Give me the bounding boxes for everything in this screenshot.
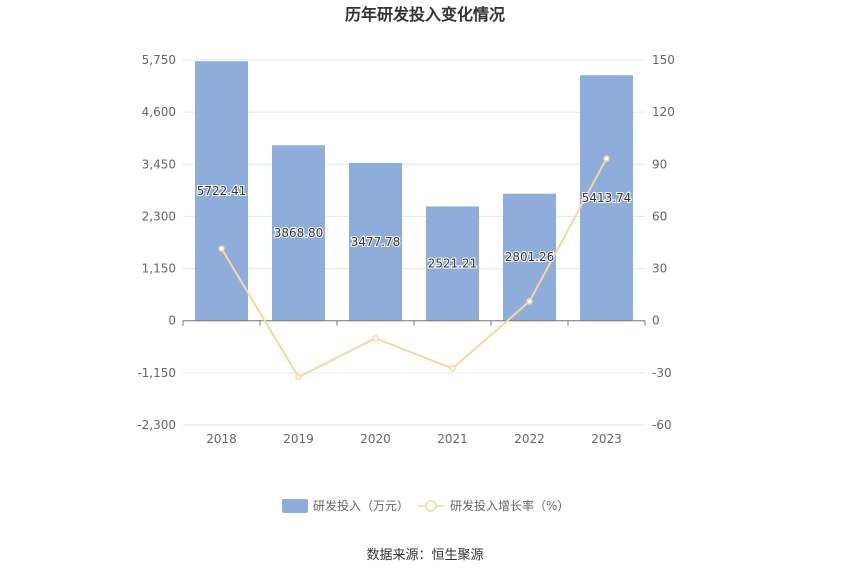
line-point[interactable] <box>526 298 533 305</box>
y-right-tick-label: 60 <box>652 209 667 223</box>
y-right-tick-label: 90 <box>652 157 667 171</box>
growth-line <box>220 158 608 379</box>
y-axis-left: 5,750 4,600 3,450 2,300 1,150 0 -1,150 -2,300 <box>137 53 176 432</box>
bar-value-label: 5413.74 <box>582 191 632 205</box>
bar-value-label: 3477.78 <box>351 235 401 249</box>
y-left-tick-label: -1,150 <box>137 366 176 380</box>
bar-value-label: 5722.41 <box>197 184 247 198</box>
y-right-tick-label: 0 <box>652 314 660 328</box>
bar[interactable] <box>349 163 402 321</box>
line-point[interactable] <box>449 365 456 372</box>
y-left-tick-label: 4,600 <box>142 105 176 119</box>
y-left-tick-label: 1,150 <box>142 262 176 276</box>
chart-title: 历年研发投入变化情况 <box>345 5 505 24</box>
y-right-tick-label: 150 <box>652 53 675 67</box>
legend-swatch-bar <box>282 499 308 513</box>
bar-value-label: 2801.26 <box>505 250 555 264</box>
y-axis-right: 150 120 90 60 30 0 -30 -60 <box>652 53 675 432</box>
bar[interactable] <box>426 206 479 321</box>
line-point[interactable] <box>218 245 225 252</box>
gridlines <box>183 59 645 426</box>
x-tick-label: 2022 <box>514 432 545 446</box>
data-labels: 5722.41 3868.80 3477.78 2521.21 2801.26 5413.… <box>196 183 633 272</box>
legend-swatch-marker <box>425 500 437 512</box>
bar[interactable] <box>272 145 325 321</box>
y-right-tick-label: -30 <box>652 366 672 380</box>
y-left-tick-label: 3,450 <box>142 157 176 171</box>
y-right-tick-label: 30 <box>652 262 667 276</box>
bar-value-label: 3868.80 <box>274 226 324 240</box>
bar-series <box>195 61 633 321</box>
bar-value-label: 2521.21 <box>428 257 478 271</box>
y-right-tick-label: -60 <box>652 418 672 432</box>
x-axis: 2018 2019 2020 2021 2022 2023 <box>182 320 646 446</box>
legend[interactable]: 研发投入（万元） 研发投入增长率（%） <box>282 498 569 513</box>
y-left-tick-label: 0 <box>168 314 176 328</box>
line-series <box>218 155 610 381</box>
x-tick-label: 2018 <box>206 432 237 446</box>
y-right-tick-label: 120 <box>652 105 675 119</box>
y-left-tick-label: 5,750 <box>142 53 176 67</box>
line-point[interactable] <box>372 335 379 342</box>
source-note: 数据来源：恒生聚源 <box>366 548 483 563</box>
legend-label-bar: 研发投入（万元） <box>313 498 409 513</box>
y-left-tick-label: -2,300 <box>137 418 176 432</box>
bar[interactable] <box>580 75 633 321</box>
x-tick-label: 2019 <box>283 432 314 446</box>
line-point[interactable] <box>603 155 610 162</box>
legend-label-line: 研发投入增长率（%） <box>450 498 569 513</box>
x-tick-label: 2020 <box>360 432 391 446</box>
line-point[interactable] <box>295 373 302 381</box>
x-tick-label: 2023 <box>591 432 622 446</box>
y-left-tick-label: 2,300 <box>142 209 176 223</box>
x-tick-label: 2021 <box>437 432 468 446</box>
